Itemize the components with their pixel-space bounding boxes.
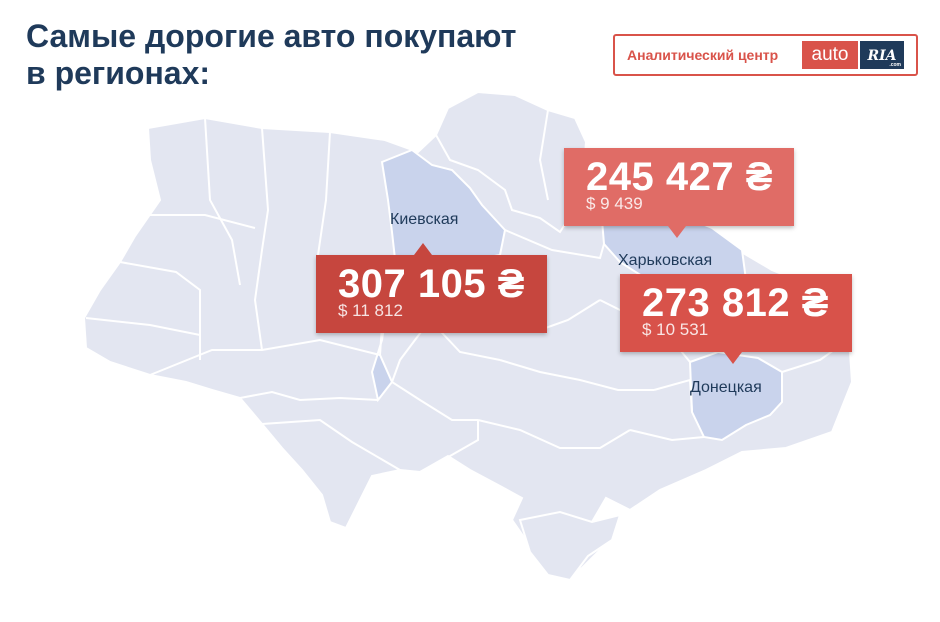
- usd-kharkiv: $ 9 439: [586, 194, 643, 213]
- map-crimea: [518, 510, 622, 582]
- callout-tail-kharkiv: [668, 226, 686, 238]
- logo-ria-block: RIA .com: [860, 41, 904, 69]
- callout-tail-kyiv: [414, 243, 432, 255]
- usd-kyiv: $ 11 812: [338, 301, 403, 320]
- price-callout-kyiv: 307 105 ₴ $ 11 812: [316, 243, 547, 333]
- brand-center-label: Аналитический центр: [627, 47, 779, 63]
- price-callout-kharkiv: 245 427 ₴ $ 9 439: [564, 148, 794, 238]
- region-label-kyiv: Киевская: [390, 211, 459, 228]
- region-label-kharkiv: Харьковская: [618, 252, 713, 269]
- price-donetsk: 273 812 ₴: [642, 281, 829, 325]
- title-line-2: в регионах:: [26, 55, 211, 91]
- logo-auto-text: auto: [802, 41, 858, 69]
- price-callout-donetsk: 273 812 ₴ $ 10 531: [620, 274, 852, 364]
- map-region-donetsk[interactable]: [688, 350, 783, 442]
- callout-tail-donetsk: [724, 352, 742, 364]
- usd-donetsk: $ 10 531: [642, 320, 709, 339]
- region-label-donetsk: Донецкая: [690, 379, 762, 396]
- price-kharkiv: 245 427 ₴: [586, 155, 773, 199]
- logo-com-text: .com: [889, 62, 901, 68]
- brand-badge[interactable]: Аналитический центр auto RIA .com: [613, 34, 918, 76]
- title-line-1: Самые дорогие авто покупают: [26, 18, 517, 54]
- price-kyiv: 307 105 ₴: [338, 262, 525, 306]
- page-title: Самые дорогие авто покупают в регионах:: [26, 18, 586, 92]
- autoria-logo: auto RIA .com: [802, 41, 904, 69]
- logo-ria-text: RIA: [867, 48, 897, 64]
